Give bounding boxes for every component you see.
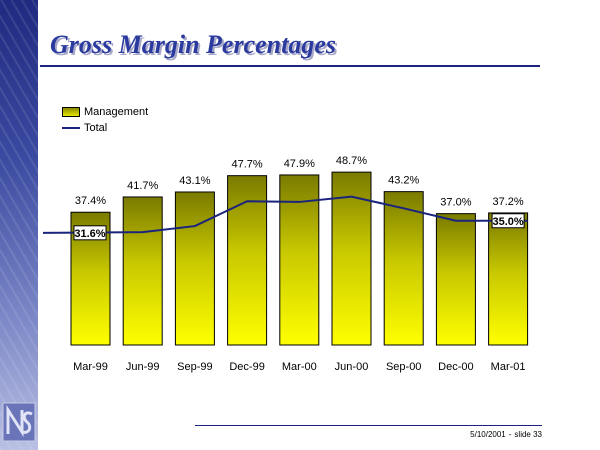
total-line (42, 195, 528, 234)
title-divider (40, 65, 540, 67)
bar-label-dec-99: 47.7% (231, 159, 262, 171)
x-tick-mar-00: Mar-00 (282, 361, 317, 373)
left-decorative-band (0, 0, 38, 450)
total-label-box-mar-01 (491, 213, 525, 229)
bar-label-mar-01: 37.2% (492, 196, 523, 208)
footer: 5/10/2001- slide 33 (467, 430, 542, 439)
x-tick-sep-99: Sep-99 (177, 361, 212, 373)
footer-date: 5/10/2001 (470, 430, 506, 439)
bar-dec-00 (435, 213, 476, 346)
total-label-mar-01: 35.0% (492, 216, 523, 228)
bar-dec-99 (227, 175, 268, 346)
footer-slide-number: slide 33 (514, 430, 542, 439)
bar-label-mar-99: 37.4% (75, 195, 106, 207)
x-tick-dec-99: Dec-99 (229, 361, 264, 373)
total-label-mar-99: 31.6% (74, 228, 105, 240)
x-tick-sep-00: Sep-00 (386, 361, 421, 373)
footer-separator: - (508, 430, 512, 439)
data-labels: 37.4% 41.7% 43.1% 47.7% 47.9% 48.7% 43.2% 37.0%… (73, 155, 525, 241)
bar-jun-00 (331, 171, 372, 346)
legend-entry-management: Management (62, 104, 148, 120)
bar-label-jun-00: 48.7% (336, 155, 367, 167)
footer-divider (195, 425, 542, 426)
legend-swatch-line (62, 127, 80, 129)
x-tick-mar-01: Mar-01 (491, 361, 526, 373)
legend-label-management: Management (84, 106, 149, 118)
bar-label-mar-00: 47.9% (284, 158, 315, 170)
line-series-total (42, 195, 528, 234)
bar-sep-99 (174, 191, 215, 346)
x-tick-jun-99: Jun-99 (126, 361, 160, 373)
bar-mar-00 (279, 174, 320, 346)
total-label-box-mar-99 (73, 225, 107, 241)
slide-title: Gross Margin Percentages (50, 30, 337, 59)
x-tick-mar-99: Mar-99 (73, 361, 108, 373)
bar-mar-01 (488, 212, 529, 346)
x-axis-labels: Mar-99 Jun-99 Sep-99 Dec-99 Mar-00 Jun-00 Sep-… (73, 361, 525, 373)
bar-label-sep-99: 43.1% (179, 175, 210, 187)
bar-jun-99 (122, 196, 163, 346)
bar-sep-00 (383, 191, 424, 346)
x-tick-jun-00: Jun-00 (335, 361, 369, 373)
legend-entry-total: Total (62, 120, 148, 136)
legend-label-total: Total (84, 122, 108, 134)
bar-series-management (70, 171, 529, 346)
chart-legend: Management Total (62, 104, 148, 136)
legend-swatch-bar (62, 107, 80, 117)
company-logo (2, 402, 36, 442)
bar-label-sep-00: 43.2% (388, 175, 419, 187)
bar-label-dec-00: 37.0% (440, 197, 471, 209)
x-tick-dec-00: Dec-00 (438, 361, 473, 373)
bar-label-jun-99: 41.7% (127, 180, 158, 192)
